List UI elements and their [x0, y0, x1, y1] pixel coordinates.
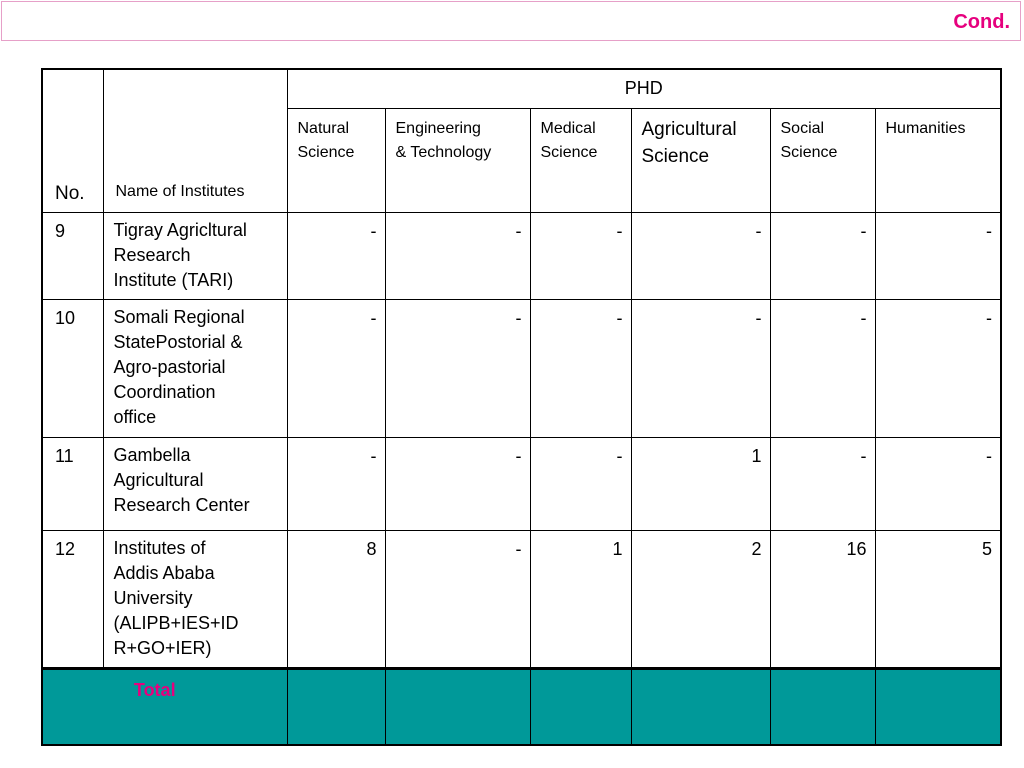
total-social-science — [769, 667, 876, 746]
phd-table: No. Name of Institutes PHD Natural Scienc… — [41, 67, 1003, 746]
header-medical-science: Medical Science — [529, 107, 632, 214]
total-label: Total — [41, 667, 288, 746]
row-number: 12 — [41, 530, 104, 669]
header-social-science: Social Science — [769, 107, 876, 214]
header-phd: PHD — [286, 67, 1003, 109]
cell-medical-science: - — [529, 299, 632, 438]
institute-name: Institutes of Addis Ababa University (AL… — [102, 530, 288, 669]
header-institute-name: Name of Institutes — [102, 68, 288, 213]
total-humanities — [874, 667, 1003, 746]
cell-agricultural-science: - — [630, 212, 771, 300]
cell-medical-science: - — [529, 437, 632, 531]
cell-social-science: - — [769, 299, 876, 438]
cell-humanities: 5 — [874, 530, 1003, 669]
slide-title: Cond. — [953, 11, 1010, 33]
row-number: 9 — [41, 212, 104, 300]
cell-social-science: - — [769, 437, 876, 531]
cell-engineering-technology: - — [384, 212, 531, 300]
total-row: Total — [41, 667, 1003, 746]
cell-engineering-technology: - — [384, 437, 531, 531]
total-agricultural-science — [630, 667, 771, 746]
cell-natural-science: - — [286, 437, 386, 531]
cell-humanities: - — [874, 437, 1003, 531]
cell-natural-science: 8 — [286, 530, 386, 669]
institute-name: Tigray Agricltural Research Institute (T… — [102, 212, 288, 300]
header-natural-science: Natural Science — [286, 107, 386, 214]
cell-humanities: - — [874, 299, 1003, 438]
table-row: 10 Somali Regional StatePostorial & Agro… — [41, 299, 1003, 438]
title-bar: Cond. — [1, 1, 1021, 41]
header-row-group: No. Name of Institutes PHD — [41, 67, 1003, 213]
header-humanities: Humanities — [874, 107, 1003, 214]
cell-agricultural-science: - — [630, 299, 771, 438]
cell-agricultural-science: 1 — [630, 437, 771, 531]
row-number: 10 — [41, 299, 104, 438]
cell-engineering-technology: - — [384, 299, 531, 438]
institute-name: Somali Regional StatePostorial & Agro-pa… — [102, 299, 288, 438]
cell-medical-science: 1 — [529, 530, 632, 669]
cell-engineering-technology: - — [384, 530, 531, 669]
header-agricultural-science: Agricultural Science — [630, 107, 771, 214]
header-no: No. — [41, 68, 104, 213]
total-medical-science — [529, 667, 632, 746]
cell-medical-science: - — [529, 212, 632, 300]
header-engineering-technology: Engineering & Technology — [384, 107, 531, 214]
cell-social-science: 16 — [769, 530, 876, 669]
institute-name: Gambella Agricultural Research Center — [102, 437, 288, 531]
total-engineering-technology — [384, 667, 531, 746]
cell-agricultural-science: 2 — [630, 530, 771, 669]
header-row-subcolumns: Natural Science Engineering & Technology M… — [42, 107, 1003, 214]
cell-natural-science: - — [286, 299, 386, 438]
cell-humanities: - — [874, 212, 1003, 300]
cell-social-science: - — [769, 212, 876, 300]
table-row: 9 Tigray Agricltural Research Institute … — [41, 212, 1003, 300]
total-natural-science — [286, 667, 386, 746]
row-number: 11 — [41, 437, 104, 531]
table-row: 11 Gambella Agricultural Research Center… — [41, 437, 1003, 531]
cell-natural-science: - — [286, 212, 386, 300]
table-row: 12 Institutes of Addis Ababa University … — [41, 530, 1003, 669]
